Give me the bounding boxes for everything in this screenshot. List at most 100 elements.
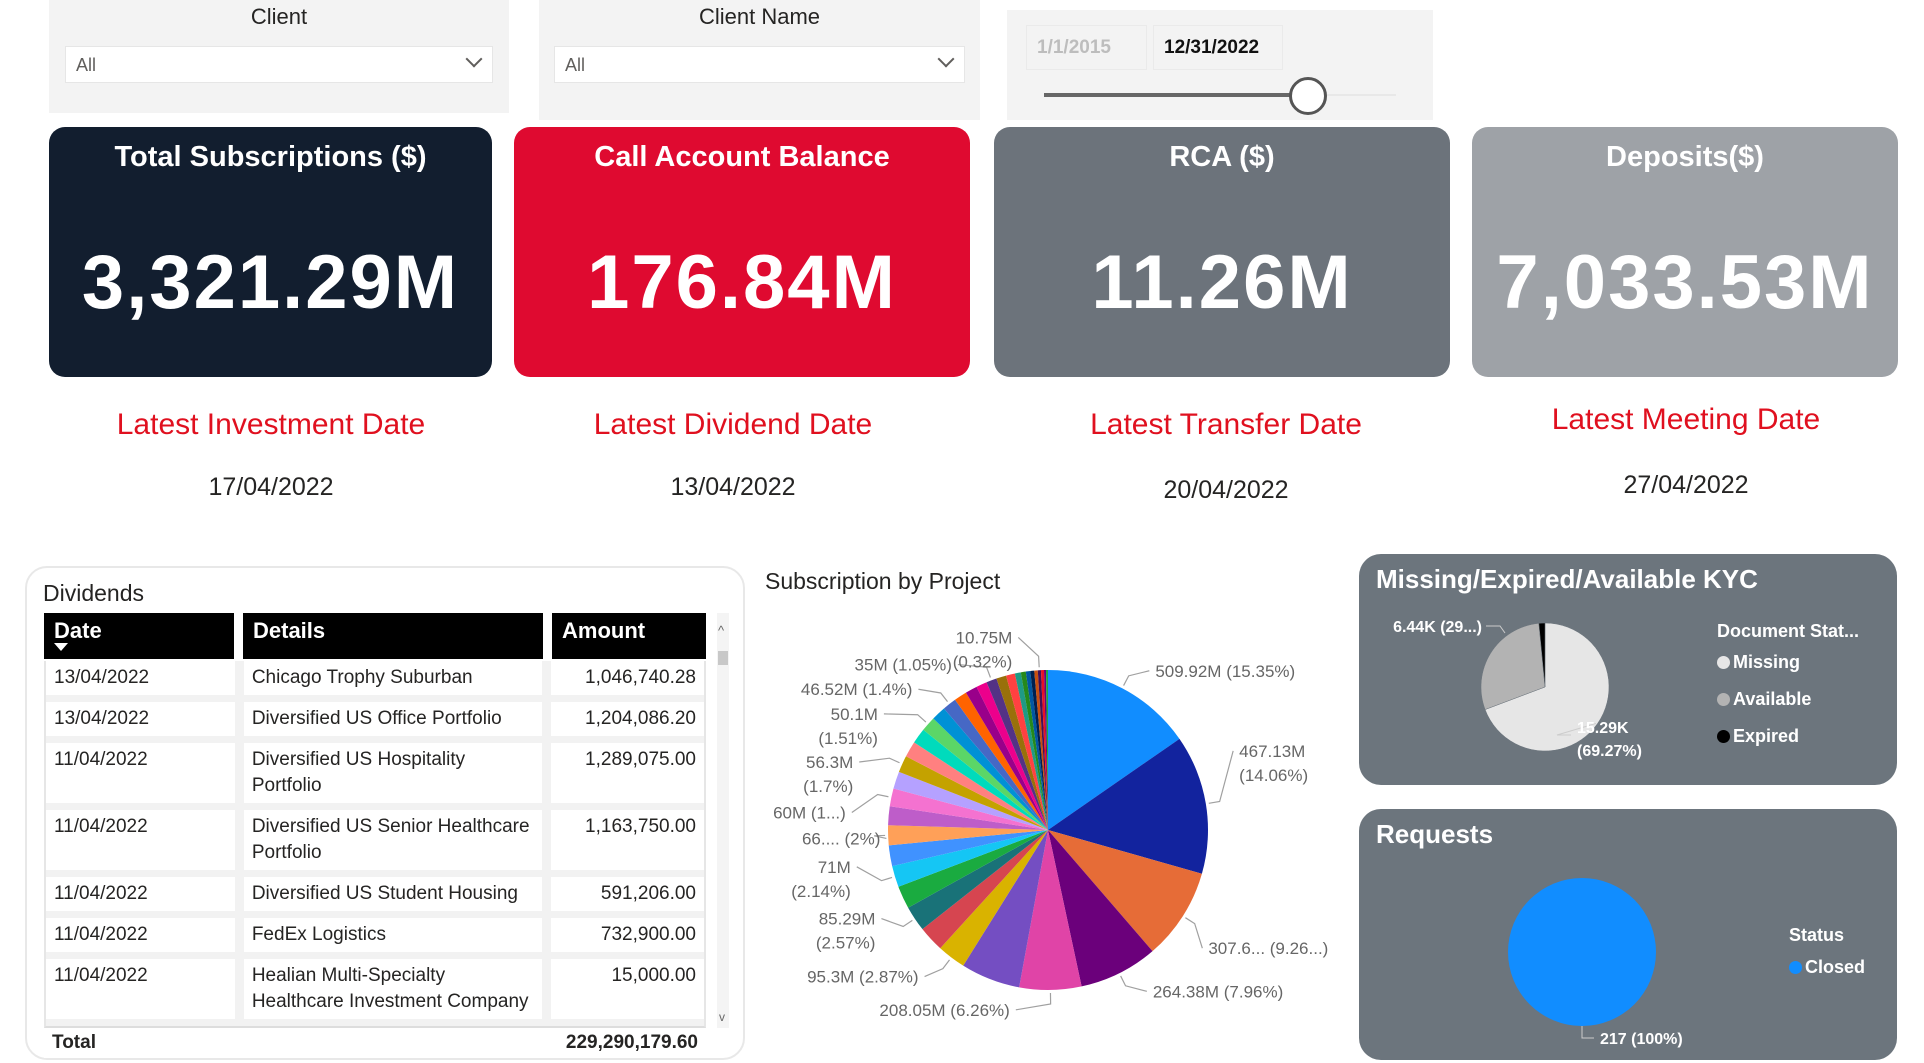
subscription-pie-slice[interactable] xyxy=(965,686,1048,830)
slider-fill xyxy=(1044,93,1308,97)
subscription-pie-slice[interactable] xyxy=(1048,830,1153,987)
client-dropdown[interactable]: All xyxy=(65,46,493,83)
subscription-pie-slice[interactable] xyxy=(1025,670,1048,830)
subscription-pie-slice[interactable] xyxy=(1048,670,1180,830)
subscription-pie-slice[interactable] xyxy=(1020,671,1048,830)
kyc-pie-slice[interactable] xyxy=(1538,622,1546,688)
kpi-value: 3,321.29M xyxy=(81,240,460,325)
subscription-pie-slice[interactable] xyxy=(914,729,1048,830)
latest-investment-date-label: Latest Investment Date xyxy=(116,408,426,441)
leader-line xyxy=(1486,625,1506,634)
kpi-title: Total Subscriptions ($) xyxy=(114,141,427,173)
subscription-pie-slice[interactable] xyxy=(1006,673,1048,830)
subscription-pie-slice[interactable] xyxy=(1034,670,1048,830)
requests-legend-title: Status xyxy=(1789,925,1845,945)
data-label: 307.6... (9.26...) xyxy=(1208,939,1328,958)
data-label: 10.75M xyxy=(956,628,1013,647)
subscription-pie-slice[interactable] xyxy=(1037,670,1048,830)
legend-item-expired[interactable]: Expired xyxy=(1717,726,1799,747)
kyc-title: Missing/Expired/Available KYC xyxy=(1376,564,1758,594)
client-name-filter-label: Client Name xyxy=(698,4,821,29)
table-scrollbar[interactable]: ^ v xyxy=(717,613,729,1028)
table-row[interactable]: 11/04/2022 Diversified US Hospitality Po… xyxy=(46,743,704,803)
table-row[interactable]: 11/04/2022 FedEx Logistics 732,900.00 xyxy=(46,918,704,952)
subscription-pie-slice[interactable] xyxy=(1043,670,1048,830)
subscription-pie-slice[interactable] xyxy=(1030,670,1048,830)
sort-descending-icon xyxy=(54,643,68,651)
subscription-pie-slice[interactable] xyxy=(986,678,1048,830)
data-label: 46.52M (1.4%) xyxy=(801,680,913,699)
table-row[interactable]: 13/04/2022 Diversified US Office Portfol… xyxy=(46,702,704,736)
chevron-down-icon xyxy=(465,50,483,68)
subscription-pie-slice[interactable] xyxy=(963,830,1048,988)
data-label: 35M (1.05%) xyxy=(855,656,952,675)
client-name-dropdown[interactable]: All xyxy=(554,46,965,83)
kpi-card-rca: RCA ($) 11.26M xyxy=(994,127,1450,377)
table-row[interactable]: 13/04/2022 Chicago Trophy Suburban 1,046… xyxy=(46,661,704,695)
legend-label: Available xyxy=(1733,689,1812,709)
dividends-table-panel: Dividends Date Details Amount 13/04/2022… xyxy=(25,566,745,1060)
start-date-input[interactable]: 1/1/2015 xyxy=(1026,25,1147,70)
requests-title: Requests xyxy=(1376,819,1494,849)
subscription-pie-slice[interactable] xyxy=(893,771,1048,830)
kyc-pie-slice[interactable] xyxy=(1480,623,1546,710)
leader-line xyxy=(1123,670,1150,686)
data-label: 15.29K xyxy=(1577,720,1629,737)
subscription-pie-slice[interactable] xyxy=(888,806,1048,830)
subscription-pie-slice[interactable] xyxy=(892,830,1048,887)
scroll-thumb[interactable] xyxy=(718,651,728,665)
end-date-input[interactable]: 12/31/2022 xyxy=(1153,25,1283,70)
kpi-value: 7,033.53M xyxy=(1496,240,1874,325)
latest-meeting-date-value: 27/04/2022 xyxy=(1623,471,1749,499)
table-header: Date Details Amount xyxy=(44,613,706,659)
table-row[interactable]: 11/04/2022 Diversified US Student Housin… xyxy=(46,877,704,911)
legend-item-missing[interactable]: Missing xyxy=(1717,652,1800,673)
subscription-pie-slice[interactable] xyxy=(1048,738,1208,874)
data-label: 66.... (2%) xyxy=(802,829,880,848)
legend-item-available[interactable]: Available xyxy=(1717,689,1811,710)
subscription-pie-slice[interactable] xyxy=(908,830,1048,930)
subscription-pie-slice[interactable] xyxy=(996,675,1048,830)
kyc-legend-title: Document Stat... xyxy=(1717,621,1860,641)
subscription-pie-slice[interactable] xyxy=(905,742,1048,830)
column-header-amount[interactable]: Amount xyxy=(552,613,706,659)
scroll-down-icon[interactable]: v xyxy=(719,1010,725,1024)
amount-cell: 15,000.00 xyxy=(550,959,704,1019)
subscription-pie-slice[interactable] xyxy=(922,830,1048,949)
date-cell: 11/04/2022 xyxy=(46,877,235,911)
details-cell: Healian Multi-Specialty Healthcare Inves… xyxy=(243,959,542,1019)
subscription-pie-slice[interactable] xyxy=(955,692,1048,830)
subscription-pie-slice[interactable] xyxy=(898,830,1048,908)
amount-cell: 732,900.00 xyxy=(550,918,704,952)
scroll-up-icon[interactable]: ^ xyxy=(718,623,725,638)
subscription-pie-slice[interactable] xyxy=(888,830,1048,867)
date-cell: 11/04/2022 xyxy=(46,959,235,1019)
subscription-pie-slice[interactable] xyxy=(1019,830,1082,990)
kpi-card-call-account-balance: Call Account Balance 176.84M xyxy=(514,127,970,377)
requests-pie-slice[interactable] xyxy=(1508,878,1656,1026)
subscription-pie-slice[interactable] xyxy=(1040,670,1048,830)
column-header-date[interactable]: Date xyxy=(44,613,234,659)
details-cell: Chicago Trophy Suburban xyxy=(243,661,542,695)
subscription-pie-slice[interactable] xyxy=(923,718,1048,830)
subscription-pie-slice[interactable] xyxy=(1048,830,1202,952)
date-cell: 13/04/2022 xyxy=(46,702,235,736)
subscription-pie-slice[interactable] xyxy=(940,830,1048,966)
subscription-pie-slice[interactable] xyxy=(888,825,1048,846)
slider-handle[interactable] xyxy=(1289,77,1327,115)
subscription-pie-slice[interactable] xyxy=(933,708,1048,830)
subscription-pie-slice[interactable] xyxy=(889,788,1048,830)
subscription-pie-slice[interactable] xyxy=(976,682,1048,830)
date-cell: 11/04/2022 xyxy=(46,810,235,870)
kyc-pie-slice[interactable] xyxy=(1484,622,1610,752)
subscription-pie-slice[interactable] xyxy=(1014,672,1048,830)
details-cell: FedEx Logistics xyxy=(243,918,542,952)
legend-item-closed[interactable]: Closed xyxy=(1789,957,1865,978)
leader-line xyxy=(1556,722,1597,736)
subscription-pie-slice[interactable] xyxy=(898,756,1048,830)
table-row[interactable]: 11/04/2022 Diversified US Senior Healthc… xyxy=(46,810,704,870)
amount-cell: 1,204,086.20 xyxy=(550,702,704,736)
column-header-details[interactable]: Details xyxy=(243,613,543,659)
table-row[interactable]: 11/04/2022 Healian Multi-Specialty Healt… xyxy=(46,959,704,1019)
subscription-pie-slice[interactable] xyxy=(943,699,1048,830)
